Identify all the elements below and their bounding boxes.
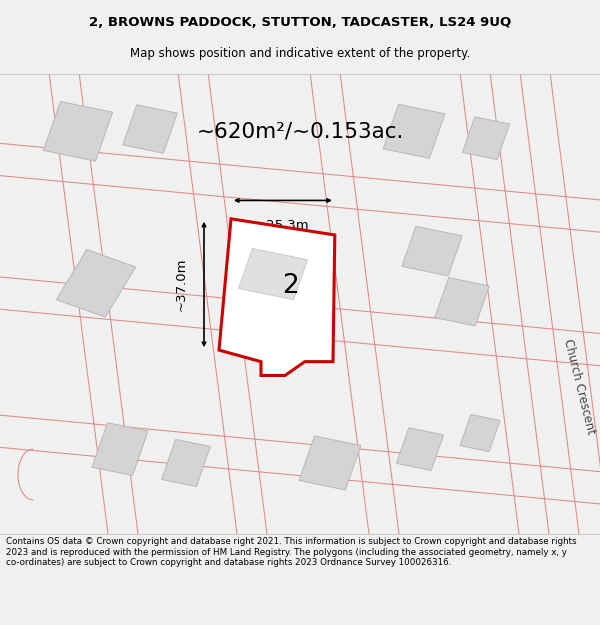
Polygon shape [299,436,361,490]
Polygon shape [92,422,148,476]
Polygon shape [43,101,113,161]
Polygon shape [123,105,177,153]
Polygon shape [397,428,443,471]
Text: Contains OS data © Crown copyright and database right 2021. This information is : Contains OS data © Crown copyright and d… [6,538,577,568]
Text: Church Crescent: Church Crescent [561,338,597,436]
Text: ~25.3m: ~25.3m [256,219,310,232]
Text: Map shows position and indicative extent of the property.: Map shows position and indicative extent… [130,47,470,59]
Text: 2: 2 [283,272,299,299]
Polygon shape [219,219,335,376]
Text: ~37.0m: ~37.0m [175,258,188,311]
Polygon shape [435,278,489,326]
Polygon shape [460,414,500,452]
Text: ~620m²/~0.153ac.: ~620m²/~0.153ac. [196,121,404,141]
Polygon shape [56,249,136,317]
Polygon shape [161,439,211,487]
Polygon shape [238,248,308,300]
Text: 2, BROWNS PADDOCK, STUTTON, TADCASTER, LS24 9UQ: 2, BROWNS PADDOCK, STUTTON, TADCASTER, L… [89,16,511,29]
Polygon shape [383,104,445,158]
Polygon shape [402,226,462,276]
Polygon shape [463,117,509,159]
